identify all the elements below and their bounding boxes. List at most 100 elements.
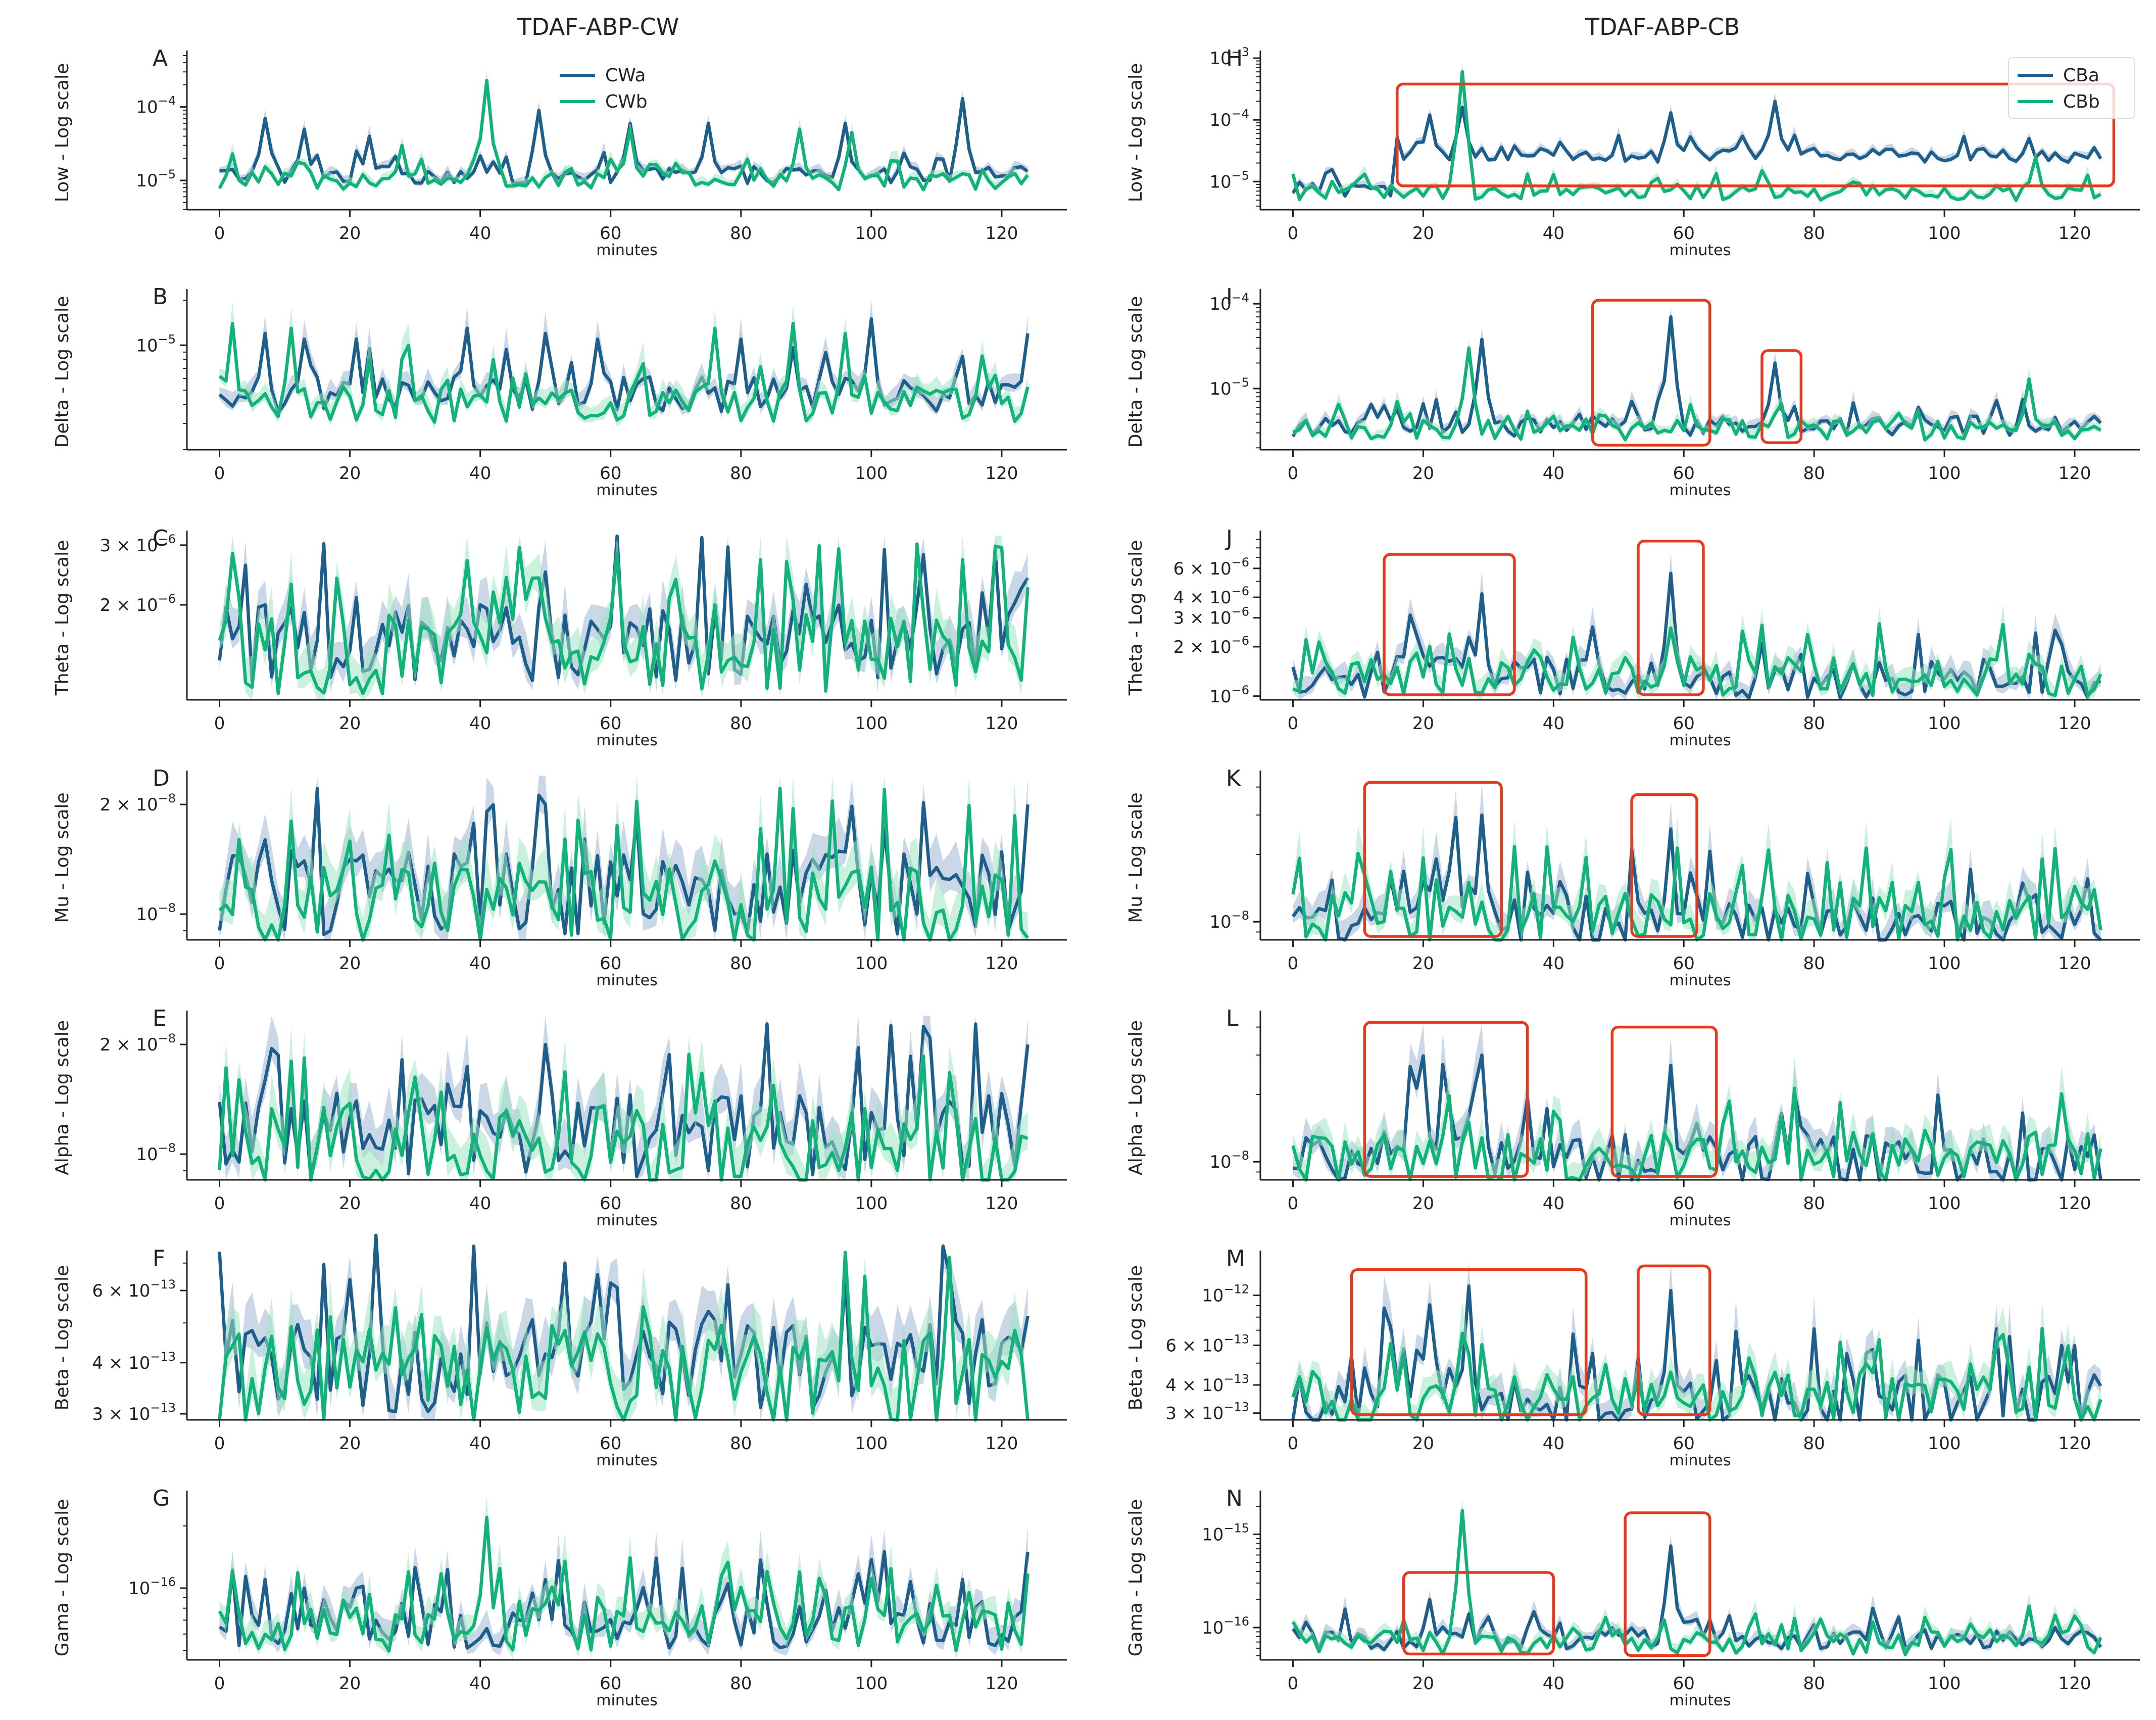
right-column-title: TDAF-ABP-CB: [1585, 13, 1740, 40]
panel-letter: A: [153, 45, 168, 71]
y-axis-label: Mu - Log scale: [52, 792, 73, 923]
y-tick-label: 10−3: [1209, 45, 1249, 69]
x-tick-label: 20: [339, 1434, 361, 1454]
series-line-cwa: [218, 1022, 1030, 1179]
x-tick-label: 60: [600, 1434, 621, 1454]
panel-n: 0 20 40 60 80 100 120 10−16 10−15 minutes Gama - L…: [1125, 1486, 2140, 1709]
x-tick-label: 120: [986, 953, 1018, 974]
y-tick-label: 10−4: [1209, 107, 1249, 130]
highlight-box-2: [1624, 1511, 1711, 1657]
y-tick-label: 10−8: [1209, 1149, 1249, 1172]
x-tick-label: 100: [1928, 713, 1961, 734]
x-tick-label: 0: [214, 1193, 225, 1214]
series-band-cwa: [219, 1526, 1028, 1657]
y-axis-label: Low - Log scale: [1125, 63, 1146, 202]
y-tick-label: 4 × 10−13: [92, 1350, 176, 1373]
x-tick-label: 60: [600, 1193, 621, 1214]
x-tick-label: 20: [1412, 713, 1434, 734]
series-line-cbb: [1291, 1509, 2102, 1656]
x-tick-label: 60: [1673, 463, 1695, 484]
series-line-cba: [1291, 1544, 2102, 1652]
x-axis-label: minutes: [596, 1212, 657, 1229]
x-tick-label: 20: [339, 1674, 361, 1694]
y-tick-label: 10−15: [1202, 1521, 1249, 1545]
x-tick-label: 120: [2059, 223, 2091, 244]
y-axis-label: Alpha - Log scale: [52, 1020, 73, 1175]
x-tick-label: 0: [1288, 463, 1299, 484]
x-tick-label: 120: [2059, 1193, 2091, 1214]
x-tick-label: 80: [730, 713, 752, 734]
series-line-cbb: [1292, 346, 2102, 442]
y-axis-label: Theta - Log scale: [1125, 540, 1146, 696]
y-tick-label: 4 × 10−6: [1173, 584, 1249, 608]
y-tick-label: 3 × 10−6: [100, 532, 176, 556]
x-tick-label: 120: [2059, 1434, 2091, 1454]
x-tick-label: 80: [1803, 1193, 1825, 1214]
x-tick-label: 100: [1928, 223, 1961, 244]
x-tick-label: 120: [2059, 953, 2091, 974]
x-tick-label: 20: [339, 463, 361, 484]
highlight-box-1: [1363, 781, 1503, 938]
panel-letter: D: [153, 766, 170, 791]
y-tick-label: 6 × 10−6: [1173, 555, 1249, 579]
x-tick-label: 120: [986, 223, 1018, 244]
x-tick-label: 80: [730, 1193, 752, 1214]
panel-m: 0 20 40 60 80 100 120 3 × 10−13 4 × 10−13 6 × 10−…: [1125, 1246, 2140, 1469]
series-line-cwb: [218, 78, 1030, 192]
x-tick-label: 100: [855, 1434, 888, 1454]
y-tick-label: 10−5: [136, 332, 176, 356]
x-tick-label: 20: [1412, 1193, 1434, 1214]
highlight-box-1: [1402, 1571, 1555, 1656]
x-tick-label: 40: [1543, 223, 1564, 244]
x-tick-label: 100: [1928, 953, 1961, 974]
series-line-cwb: [218, 1515, 1030, 1653]
y-tick-label: 4 × 10−13: [1165, 1372, 1249, 1396]
highlight-box-1: [1591, 299, 1711, 447]
x-tick-label: 0: [1288, 953, 1299, 974]
x-tick-label: 120: [986, 463, 1018, 484]
panel-letter: H: [1226, 45, 1243, 71]
panel-letter: E: [153, 1006, 167, 1031]
x-tick-label: 40: [1543, 1434, 1564, 1454]
series-band-cbb: [1293, 604, 2101, 700]
panel-c: 0 20 40 60 80 100 120 2 × 10−6 3 × 10−6 minutes Th…: [52, 525, 1067, 749]
panel-letter: C: [153, 525, 168, 551]
x-tick-label: 120: [2059, 1674, 2091, 1694]
series-line-cbb: [1291, 1327, 2102, 1422]
x-tick-label: 0: [214, 463, 225, 484]
y-tick-label: 10−12: [1202, 1282, 1249, 1306]
panel-a: 0 20 40 60 80 100 120 10−5 10−4 minutes Low - Log …: [52, 45, 1067, 259]
x-tick-label: 20: [339, 1193, 361, 1214]
x-tick-label: 20: [339, 713, 361, 734]
x-tick-label: 60: [600, 223, 621, 244]
x-tick-label: 80: [1803, 223, 1825, 244]
highlight-box-2: [1637, 540, 1705, 696]
x-tick-label: 0: [1288, 1434, 1299, 1454]
x-tick-label: 100: [855, 953, 888, 974]
y-tick-label: 10−8: [136, 1141, 176, 1165]
panel-d: 0 20 40 60 80 100 120 10−8 2 × 10−8 minutes Mu - L…: [52, 766, 1067, 989]
x-tick-label: 100: [1928, 463, 1961, 484]
x-tick-label: 0: [214, 223, 225, 244]
x-tick-label: 60: [600, 953, 621, 974]
series-line-cwb: [218, 786, 1030, 942]
y-tick-label: 10−8: [136, 901, 176, 925]
x-axis-label: minutes: [1670, 732, 1731, 749]
x-tick-label: 60: [1673, 713, 1695, 734]
highlight-box-2: [1630, 793, 1698, 938]
x-tick-label: 120: [986, 1674, 1018, 1694]
x-tick-label: 0: [214, 1434, 225, 1454]
x-tick-label: 0: [1288, 1193, 1299, 1214]
x-tick-label: 80: [730, 953, 752, 974]
y-tick-label: 10−4: [1209, 291, 1249, 314]
x-tick-label: 60: [600, 1674, 621, 1694]
y-axis-label: Gama - Log scale: [52, 1499, 73, 1656]
panel-letter: K: [1226, 766, 1241, 791]
y-tick-label: 10−4: [136, 94, 176, 118]
x-axis-label: minutes: [596, 242, 657, 259]
highlight-box-2: [1637, 1264, 1711, 1416]
x-tick-label: 120: [2059, 463, 2091, 484]
panel-letter: G: [153, 1486, 170, 1511]
left-column-title: TDAF-ABP-CW: [517, 13, 679, 40]
x-tick-label: 80: [730, 1434, 752, 1454]
